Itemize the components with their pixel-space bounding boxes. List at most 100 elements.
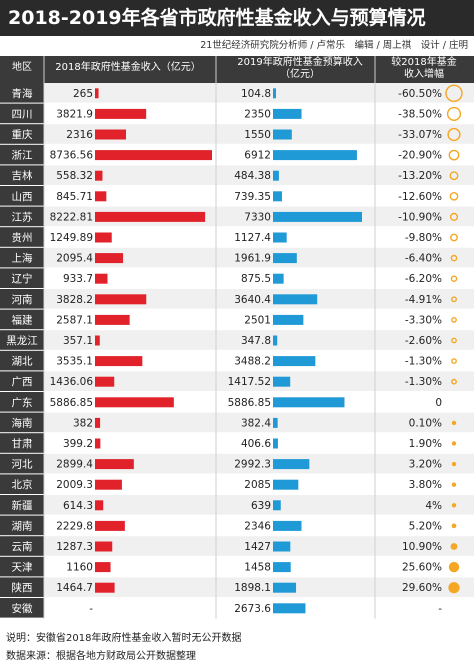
row-stripe [45, 556, 474, 577]
value-2018-label: 614.3 [63, 500, 93, 512]
growth-circle-negative [450, 233, 458, 242]
table-row: 陕西 1464.7 1898.1 29.60% [12, 581, 460, 594]
region-label: 安徽 [12, 602, 33, 615]
bar-2018 [95, 294, 147, 305]
bar-2019 [273, 356, 316, 367]
table-row: 河南 3828.2 3640.4 -4.91% [12, 293, 457, 306]
row-stripe [45, 165, 474, 185]
region-label: 湖北 [12, 356, 33, 368]
bar-2019 [273, 438, 278, 449]
region-cell-bg [0, 598, 44, 618]
row-stripe [45, 433, 474, 453]
value-2018-label: 845.71 [56, 191, 93, 203]
region-label: 海南 [12, 416, 33, 429]
region-cell-bg [0, 392, 44, 412]
bar-2018 [95, 314, 130, 325]
row-stripe [45, 598, 474, 618]
row-stripe [45, 186, 474, 206]
bar-2019 [273, 108, 302, 119]
table-row: 河北 2899.4 2992.3 3.20% [12, 459, 457, 471]
region-label: 重庆 [12, 128, 33, 141]
value-2019-label: 3488.2 [234, 356, 271, 368]
header-growth-line1: 较2018年基金 [391, 56, 456, 68]
growth-circle-negative [451, 316, 457, 323]
region-label: 贵州 [12, 231, 33, 244]
value-2019-label: 1550 [244, 129, 271, 141]
bar-2019 [273, 88, 276, 99]
row-stripe [45, 577, 474, 597]
value-2018-label: 8736.56 [50, 150, 94, 162]
bar-2019 [273, 294, 318, 305]
bar-2019 [273, 335, 278, 346]
value-2019-label: 5886.85 [228, 397, 271, 409]
value-2018-label: 357.1 [63, 335, 93, 347]
table-row: 湖南 2229.8 2346 5.20% [12, 519, 457, 532]
bar-2018 [95, 397, 174, 408]
data-table-chart: 地区 2018年政府性基金收入（亿元） 2019年政府性基金预算收入 （亿元） … [0, 56, 474, 619]
table-row: 黑龙江 357.1 347.8 -2.60% [6, 334, 457, 347]
growth-label: 1.90% [409, 438, 442, 450]
growth-label: -2.60% [405, 335, 442, 347]
growth-label: -4.91% [405, 294, 442, 306]
growth-label: 25.60% [402, 562, 442, 574]
value-2018-label: 1249.89 [50, 232, 93, 244]
table-row: 广西 1436.06 1417.52 -1.30% [12, 376, 457, 388]
value-2018-label: 2899.4 [56, 459, 93, 471]
value-2018-label: 1464.7 [56, 582, 93, 594]
bar-2018 [95, 479, 122, 490]
value-2019-label: 1417.52 [228, 376, 271, 388]
bar-2018 [95, 582, 115, 593]
table-row: 海南 382 382.4 0.10% [12, 416, 457, 429]
bar-2019 [273, 582, 297, 593]
region-label: 黑龙江 [6, 334, 38, 347]
bar-2019 [273, 314, 304, 325]
value-2019-label: 2085 [244, 479, 271, 491]
region-cell-bg [0, 227, 44, 247]
bar-2019 [273, 211, 362, 222]
region-label: 辽宁 [12, 272, 33, 285]
bar-2018 [95, 356, 143, 367]
value-2019-label: 2673.6 [234, 603, 271, 615]
value-2018-label: 5886.85 [50, 397, 93, 409]
region-label: 四川 [12, 108, 33, 120]
value-2018-label: 3535.1 [56, 356, 93, 368]
row-stripe [45, 103, 474, 124]
table-row: 浙江 8736.56 6912 -20.90% [12, 150, 460, 162]
bar-2018 [95, 562, 111, 573]
value-2019-label: 875.5 [241, 273, 271, 285]
region-cell-bg [0, 474, 44, 494]
value-2019-label: 1898.1 [234, 582, 271, 594]
growth-circle-positive [451, 503, 457, 508]
bar-2019 [273, 253, 297, 264]
region-cell-bg [0, 247, 44, 268]
bar-2018 [95, 150, 212, 161]
table-row: 四川 3821.9 2350 -38.50% [12, 106, 462, 121]
bar-2018 [95, 335, 100, 346]
bar-2019 [273, 459, 310, 470]
value-2019-label: 7330 [244, 211, 271, 223]
value-2018-label: 399.2 [63, 438, 93, 450]
row-stripe [45, 495, 474, 515]
table-row: 上海 2095.4 1961.9 -6.40% [12, 252, 458, 265]
value-2019-label: 1127.4 [234, 232, 271, 244]
region-cell-bg [0, 350, 44, 371]
value-2018-label: 2095.4 [56, 253, 93, 265]
growth-circle-negative [451, 358, 457, 364]
region-cell-bg [0, 577, 44, 597]
growth-circle-positive [448, 582, 460, 594]
growth-circle-positive [451, 482, 457, 487]
growth-label: -38.50% [398, 108, 442, 120]
table-row: 青海 265 104.8 -60.50% [12, 84, 463, 102]
region-label: 广东 [12, 396, 33, 409]
table-row: 贵州 1249.89 1127.4 -9.80% [12, 231, 458, 244]
region-cell-bg [0, 515, 44, 536]
growth-label: 3.20% [409, 459, 442, 471]
region-cell-bg [0, 309, 44, 330]
value-2019-label: 1961.9 [234, 253, 271, 265]
value-2019-label: 6912 [244, 150, 271, 162]
growth-label: 4% [425, 500, 442, 512]
bar-2019 [273, 273, 284, 284]
region-cell-bg [0, 495, 44, 515]
region-cell-bg [0, 103, 44, 124]
growth-label: 5.20% [409, 520, 442, 532]
